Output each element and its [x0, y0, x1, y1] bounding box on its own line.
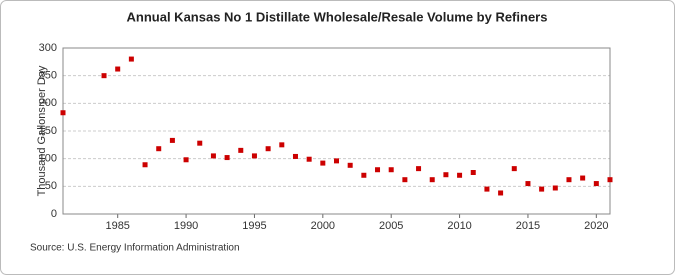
source-note: Source: U.S. Energy Information Administ… — [30, 243, 240, 254]
point — [101, 73, 107, 79]
point — [402, 177, 408, 183]
x-tick-label: 2010 — [447, 220, 471, 232]
x-tick-label: 1990 — [174, 220, 198, 232]
point — [525, 181, 531, 187]
point — [566, 177, 572, 183]
point — [238, 147, 244, 153]
plot-area — [62, 47, 611, 215]
point — [115, 66, 121, 72]
point — [306, 156, 312, 162]
point — [552, 185, 558, 191]
x-tick-label: 2015 — [516, 220, 540, 232]
point — [580, 175, 586, 181]
point — [292, 153, 298, 159]
point — [279, 142, 285, 148]
y-tick-label: 50 — [45, 180, 57, 192]
x-tick-label: 1985 — [105, 220, 129, 232]
point — [511, 166, 517, 172]
point — [388, 167, 394, 173]
x-tick-label: 2020 — [584, 220, 608, 232]
point — [320, 160, 326, 166]
point — [334, 158, 339, 164]
point — [60, 110, 66, 116]
point — [347, 162, 353, 168]
point — [429, 177, 435, 183]
y-tick-label: 250 — [39, 70, 57, 82]
point — [539, 186, 545, 192]
x-tick-label: 2005 — [379, 220, 403, 232]
y-tick-label: 150 — [39, 125, 57, 137]
point — [416, 166, 422, 172]
point — [470, 170, 476, 175]
y-tick-label: 200 — [39, 97, 57, 109]
point — [169, 137, 175, 143]
point — [361, 172, 367, 178]
point — [128, 56, 134, 62]
point — [265, 146, 271, 152]
x-tick-label: 1995 — [242, 220, 266, 232]
point — [156, 146, 162, 152]
chart-title: Annual Kansas No 1 Distillate Wholesale/… — [127, 9, 548, 24]
point — [375, 167, 381, 173]
point — [224, 155, 230, 161]
point — [142, 162, 148, 168]
y-tick-label: 100 — [39, 153, 57, 165]
point — [484, 186, 490, 192]
point — [443, 172, 449, 178]
point — [498, 190, 504, 196]
point — [197, 140, 203, 146]
point — [251, 153, 257, 159]
y-tick-label: 300 — [39, 42, 57, 54]
point — [183, 157, 189, 163]
y-axis-label: Thousand Gallons per Day — [36, 65, 48, 196]
point — [210, 153, 216, 159]
x-tick-label: 2000 — [311, 220, 335, 232]
point — [593, 181, 599, 187]
y-tick-label: 0 — [51, 208, 57, 220]
point — [607, 177, 613, 183]
point — [457, 172, 463, 178]
